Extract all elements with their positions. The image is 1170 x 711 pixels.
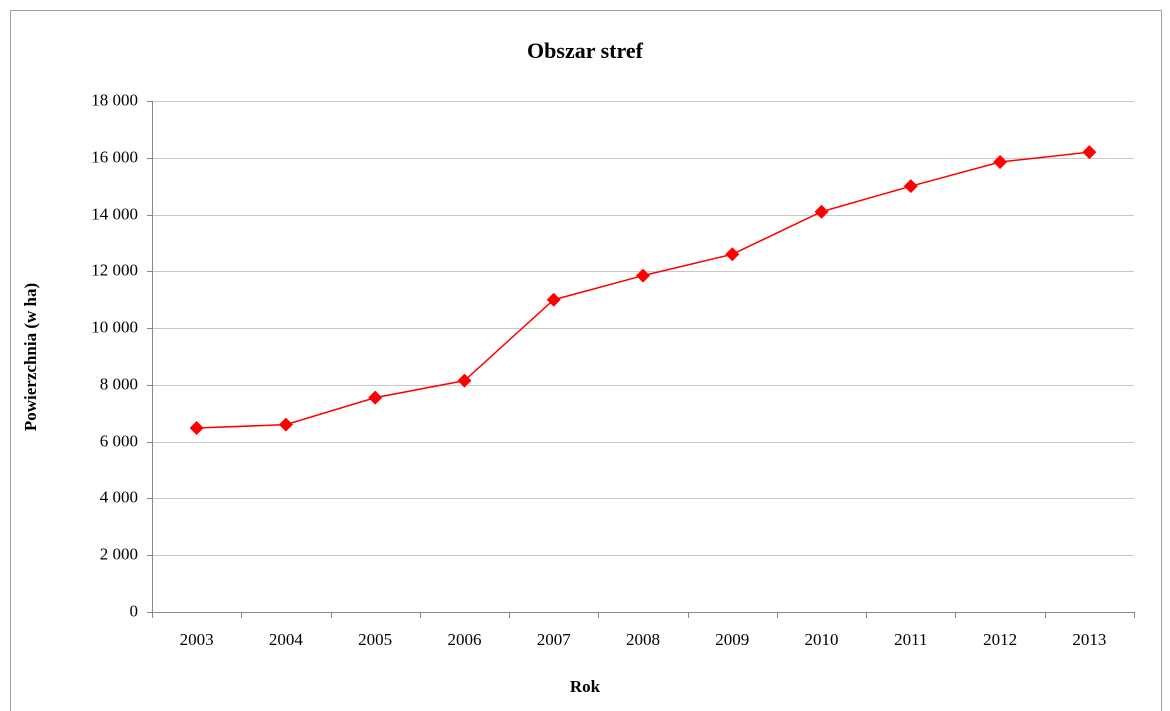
y-tick-label: 12 000 [91,260,138,279]
data-point [1082,145,1097,160]
x-tick-label: 2004 [269,630,304,649]
y-tick-label: 0 [130,601,139,620]
data-point [725,247,740,262]
data-point [189,421,204,436]
x-tick-label: 2008 [626,630,660,649]
data-point [814,204,829,219]
data-point [368,390,383,405]
chart-title: Obszar stref [527,38,644,63]
y-tick-label: 6 000 [100,431,138,450]
y-tick-label: 14 000 [91,204,138,223]
y-tick-label: 16 000 [91,147,138,166]
y-tick-label: 8 000 [100,374,138,393]
x-tick-label: 2012 [983,630,1017,649]
data-point [993,155,1008,170]
x-tick-label: 2005 [358,630,392,649]
data-point [457,373,472,388]
chart-frame [10,10,1162,711]
data-point [636,268,650,283]
data-point [278,417,293,432]
x-tick-label: 2009 [715,630,749,649]
x-tick-label: 2007 [537,630,572,649]
x-tick-label: 2003 [180,630,214,649]
data-point [903,179,918,194]
y-tick-label: 4 000 [100,487,138,506]
x-tick-label: 2013 [1072,630,1106,649]
y-axis-label: Powierzchnia (w ha) [21,283,40,431]
y-tick-label: 2 000 [100,544,138,563]
x-tick-label: 2010 [805,630,839,649]
x-axis-label: Rok [570,677,601,696]
y-tick-label: 10 000 [91,317,138,336]
x-tick-label: 2006 [447,630,481,649]
data-point [546,292,561,307]
y-tick-label: 18 000 [91,90,138,109]
x-tick-label: 2011 [894,630,927,649]
